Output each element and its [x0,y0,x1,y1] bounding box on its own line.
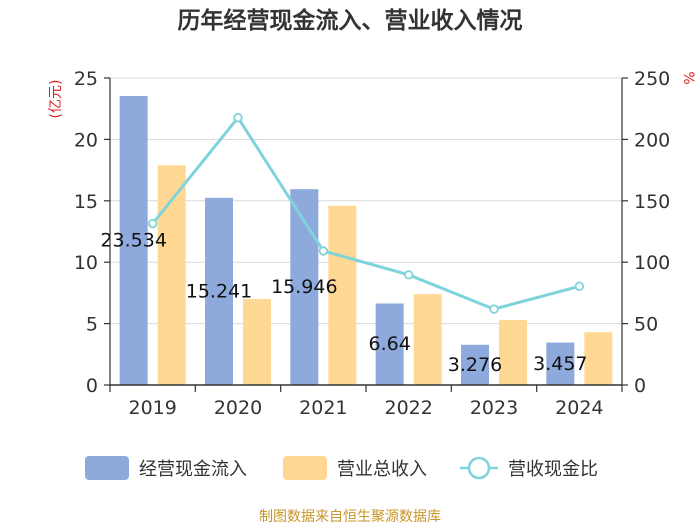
left-axis-ticks: 0 5 10 15 20 25 [74,68,110,397]
left-axis-unit: (亿元) [48,80,64,119]
left-tick-label: 5 [86,314,98,336]
line-point-ratio [403,270,414,280]
bar-cash-inflow [119,96,148,386]
bar-revenue [413,294,442,385]
x-tick-label: 2020 [214,397,262,419]
x-tick-label: 2022 [384,397,432,419]
right-tick-label: 200 [634,129,670,151]
x-tick-label: 2024 [555,397,603,419]
line-point-ratio [489,304,499,314]
gridlines [110,77,622,325]
right-axis-unit: % [680,71,696,84]
bar-revenue [243,299,271,385]
x-tick-label: 2023 [470,397,518,419]
left-tick-label: 15 [74,191,98,213]
bar-cash-inflow [205,197,233,385]
x-axis-ticks: 2019 2020 2021 2022 2023 2024 [109,385,623,419]
line-point-ratio [318,246,329,256]
data-labels: 23.534 15.241 15.946 6.64 3.276 3.457 [100,230,587,376]
right-tick-label: 250 [634,68,670,90]
left-tick-label: 25 [74,68,98,90]
legend-swatch-revenue [283,456,327,480]
bar-cash-inflow [375,303,404,385]
data-label: 3.457 [533,353,587,375]
bar-cash-inflow [461,344,489,385]
line-point-ratio [233,112,243,123]
line-ratio [151,115,580,311]
right-tick-label: 50 [634,314,658,336]
left-tick-label: 20 [74,129,98,151]
right-tick-label: 150 [634,191,670,213]
right-tick-label: 0 [634,375,646,397]
legend-label-ratio: 营收现金比 [508,459,598,480]
bar-revenue [584,332,613,385]
bar-revenue [499,319,527,385]
x-tick-label: 2019 [128,397,176,419]
left-tick-label: 0 [86,375,98,397]
right-tick-label: 100 [634,252,670,274]
source-note: 制图数据来自恒生聚源数据库 [259,509,441,525]
left-tick-label: 10 [74,252,98,274]
legend-marker-ratio [467,456,491,480]
legend: 经营现金流入 营业总收入 营收现金比 [85,456,598,480]
line-point-ratio [147,218,158,229]
line-series [147,112,585,314]
x-tick-label: 2021 [299,397,347,419]
legend-swatch-cash-inflow [85,456,129,480]
data-label: 6.64 [369,333,411,355]
legend-label-revenue: 营业总收入 [337,459,427,480]
data-label: 3.276 [448,354,502,376]
bar-series [119,96,613,386]
data-label: 15.241 [186,280,252,302]
bar-revenue [328,205,357,385]
right-axis-ticks: 0 50 100 150 200 250 [622,68,670,397]
data-label: 23.534 [100,230,166,252]
legend-label-cash-inflow: 经营现金流入 [139,459,247,480]
chart-title: 历年经营现金流入、营业收入情况 [178,7,523,34]
data-label: 15.946 [271,276,337,298]
line-point-ratio [574,281,585,291]
bar-cash-inflow [546,342,575,385]
